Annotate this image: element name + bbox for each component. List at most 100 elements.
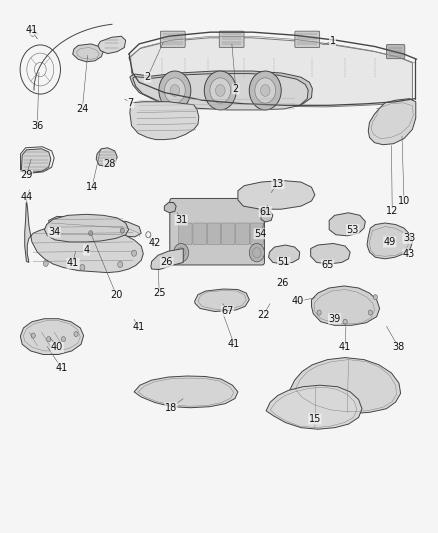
Polygon shape — [49, 216, 141, 237]
Text: 10: 10 — [398, 196, 410, 206]
Circle shape — [53, 228, 57, 233]
FancyBboxPatch shape — [219, 31, 244, 47]
Circle shape — [215, 85, 225, 96]
Polygon shape — [290, 358, 401, 414]
Text: 61: 61 — [259, 207, 272, 217]
Circle shape — [120, 228, 124, 233]
Polygon shape — [25, 199, 143, 273]
Text: 53: 53 — [346, 224, 359, 235]
Text: 13: 13 — [272, 179, 284, 189]
FancyBboxPatch shape — [207, 223, 221, 245]
Text: 67: 67 — [221, 306, 233, 316]
Polygon shape — [368, 99, 416, 145]
Text: 41: 41 — [67, 259, 79, 269]
Polygon shape — [45, 214, 129, 242]
Text: 54: 54 — [254, 229, 266, 239]
Text: 4: 4 — [84, 245, 90, 255]
Text: 26: 26 — [161, 257, 173, 268]
Circle shape — [368, 310, 372, 315]
Circle shape — [118, 261, 123, 268]
Polygon shape — [311, 244, 350, 264]
Polygon shape — [57, 238, 139, 254]
FancyBboxPatch shape — [170, 198, 265, 265]
Polygon shape — [194, 289, 249, 311]
Text: 26: 26 — [276, 278, 288, 288]
Polygon shape — [268, 245, 300, 264]
Polygon shape — [98, 36, 126, 54]
Polygon shape — [73, 44, 103, 62]
Polygon shape — [21, 319, 84, 354]
Text: 41: 41 — [132, 322, 145, 333]
Text: 41: 41 — [55, 363, 67, 373]
FancyBboxPatch shape — [222, 223, 235, 245]
Circle shape — [64, 244, 67, 248]
Text: 42: 42 — [149, 238, 161, 248]
Circle shape — [74, 332, 78, 337]
Circle shape — [204, 71, 236, 110]
FancyBboxPatch shape — [250, 223, 264, 245]
Text: 65: 65 — [321, 260, 334, 270]
Circle shape — [80, 264, 85, 271]
Circle shape — [261, 85, 270, 96]
Circle shape — [159, 71, 191, 110]
Text: 25: 25 — [153, 288, 166, 298]
Circle shape — [46, 337, 51, 342]
Polygon shape — [96, 148, 117, 167]
FancyBboxPatch shape — [193, 223, 206, 245]
Text: 12: 12 — [386, 206, 399, 216]
Text: 41: 41 — [228, 340, 240, 349]
Text: 1: 1 — [329, 36, 336, 46]
Polygon shape — [367, 223, 413, 259]
Polygon shape — [130, 71, 312, 109]
Text: 28: 28 — [103, 159, 116, 169]
Circle shape — [317, 310, 321, 315]
Text: 51: 51 — [278, 257, 290, 268]
Text: 49: 49 — [384, 237, 396, 247]
Polygon shape — [266, 385, 362, 429]
Circle shape — [343, 319, 347, 324]
Circle shape — [373, 295, 378, 300]
Polygon shape — [130, 102, 199, 140]
Circle shape — [249, 71, 281, 110]
Polygon shape — [131, 38, 413, 107]
FancyBboxPatch shape — [179, 223, 192, 245]
Polygon shape — [261, 211, 273, 222]
Polygon shape — [134, 376, 238, 408]
Circle shape — [210, 78, 231, 103]
FancyBboxPatch shape — [160, 31, 185, 47]
Text: 43: 43 — [403, 249, 415, 259]
Text: 29: 29 — [20, 171, 32, 181]
Text: 24: 24 — [76, 104, 88, 114]
Polygon shape — [164, 203, 176, 213]
Text: 7: 7 — [127, 98, 134, 108]
Circle shape — [173, 244, 189, 262]
Polygon shape — [238, 181, 315, 209]
Text: 39: 39 — [328, 314, 341, 324]
Polygon shape — [151, 248, 183, 270]
Circle shape — [170, 85, 180, 96]
Text: 36: 36 — [31, 121, 43, 131]
FancyBboxPatch shape — [295, 31, 320, 47]
Text: 22: 22 — [257, 310, 269, 320]
Text: 2: 2 — [233, 84, 239, 94]
Text: 2: 2 — [145, 72, 151, 82]
Polygon shape — [133, 74, 308, 110]
Text: 34: 34 — [48, 227, 60, 237]
Text: 40: 40 — [292, 296, 304, 306]
Circle shape — [61, 337, 66, 342]
Circle shape — [131, 250, 137, 256]
Polygon shape — [21, 149, 51, 172]
Text: 40: 40 — [51, 342, 63, 352]
Polygon shape — [329, 213, 365, 236]
Circle shape — [131, 244, 135, 248]
Circle shape — [255, 78, 276, 103]
Circle shape — [43, 260, 48, 266]
Text: 20: 20 — [110, 290, 123, 300]
Text: 31: 31 — [175, 215, 187, 225]
Text: 44: 44 — [20, 192, 32, 202]
Text: 33: 33 — [403, 233, 415, 244]
Circle shape — [88, 231, 93, 236]
Text: 15: 15 — [309, 414, 321, 424]
Polygon shape — [311, 286, 380, 325]
Text: 14: 14 — [86, 182, 98, 192]
